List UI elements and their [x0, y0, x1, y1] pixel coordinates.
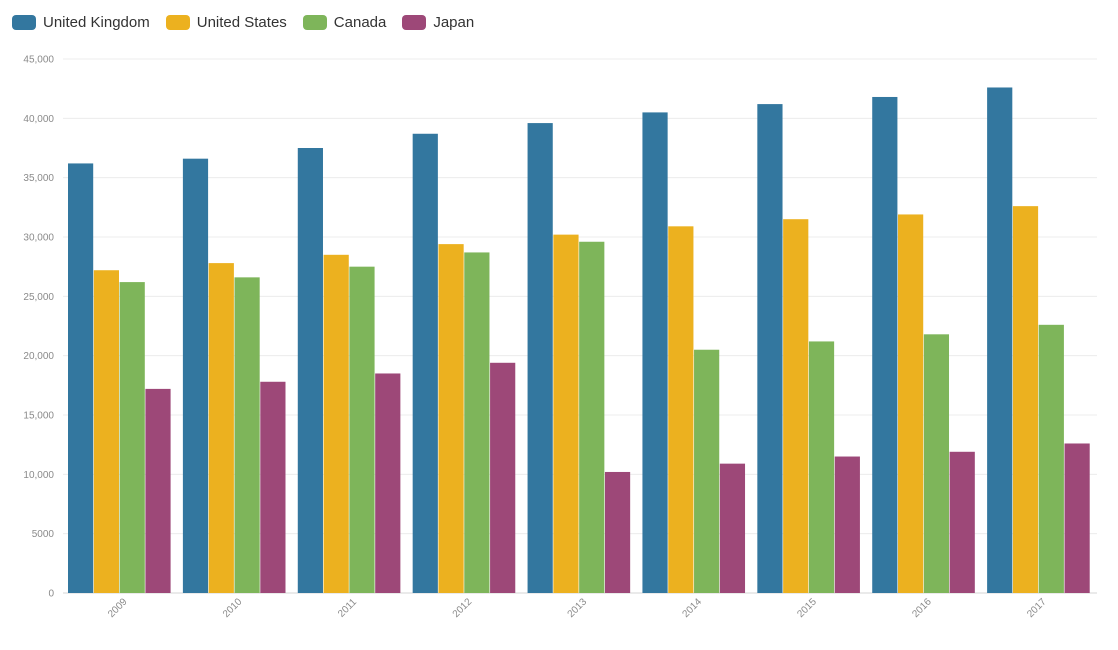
y-tick-label: 25,000 [23, 292, 54, 303]
bar-japan-2009[interactable] [145, 388, 171, 593]
y-tick-label: 35,000 [23, 173, 54, 184]
bar-united-states-2016[interactable] [898, 214, 924, 593]
x-tick-label: 2010 [221, 596, 245, 620]
x-tick-label: 2015 [795, 596, 819, 620]
bar-canada-2010[interactable] [234, 277, 260, 593]
legend-swatch [302, 15, 327, 30]
bar-united-states-2017[interactable] [1012, 206, 1039, 593]
bar-japan-2011[interactable] [375, 373, 401, 593]
x-tick-label: 2016 [910, 596, 934, 620]
bar-united-kingdom-2011[interactable] [297, 148, 323, 593]
bar-japan-2016[interactable] [949, 451, 975, 593]
bar-united-kingdom-2013[interactable] [527, 123, 553, 593]
bar-united-states-2010[interactable] [208, 263, 234, 593]
x-tick-label: 2009 [106, 596, 130, 620]
bar-united-states-2013[interactable] [553, 234, 579, 593]
bar-united-kingdom-2009[interactable] [68, 163, 94, 593]
bar-canada-2011[interactable] [349, 266, 375, 593]
bar-united-kingdom-2012[interactable] [412, 133, 438, 593]
y-tick-label: 30,000 [23, 233, 54, 244]
bar-japan-2010[interactable] [260, 381, 286, 593]
x-tick-label: 2017 [1025, 596, 1049, 620]
bar-japan-2012[interactable] [490, 362, 516, 593]
bar-japan-2013[interactable] [604, 471, 631, 593]
bar-united-states-2015[interactable] [783, 219, 809, 593]
legend-label: United States [196, 14, 287, 31]
legend-label: Canada [333, 14, 387, 31]
bar-united-states-2012[interactable] [438, 244, 464, 593]
bar-united-states-2014[interactable] [668, 226, 694, 593]
x-tick-label: 2012 [451, 596, 475, 620]
bar-united-kingdom-2014[interactable] [642, 112, 668, 594]
bar-united-states-2009[interactable] [93, 270, 119, 593]
bar-united-kingdom-2015[interactable] [757, 104, 783, 593]
legend-swatch [402, 15, 427, 30]
y-tick-label: 45,000 [23, 55, 54, 66]
bar-japan-2017[interactable] [1064, 443, 1090, 593]
bar-canada-2016[interactable] [923, 334, 950, 593]
bar-united-kingdom-2017[interactable] [987, 87, 1013, 593]
y-tick-label: 5000 [32, 529, 55, 540]
legend-item-japan[interactable]: Japan [402, 14, 474, 31]
y-tick-label: 20,000 [23, 351, 54, 362]
bar-united-states-2011[interactable] [323, 254, 349, 594]
x-tick-label: 2014 [681, 596, 705, 620]
bar-canada-2012[interactable] [464, 252, 490, 593]
legend-item-united-states[interactable]: United States [165, 14, 287, 31]
bar-canada-2013[interactable] [579, 241, 605, 593]
x-tick-label: 2011 [336, 596, 359, 619]
legend-item-canada[interactable]: Canada [302, 14, 387, 31]
legend-label: United Kingdom [43, 14, 150, 31]
bar-canada-2014[interactable] [694, 349, 720, 593]
bar-canada-2017[interactable] [1038, 324, 1064, 593]
y-tick-label: 0 [48, 589, 54, 600]
bar-united-kingdom-2010[interactable] [182, 158, 209, 593]
legend-item-united-kingdom[interactable]: United Kingdom [12, 14, 150, 31]
legend-swatch [12, 15, 36, 30]
bar-united-kingdom-2016[interactable] [872, 96, 898, 593]
bar-canada-2015[interactable] [808, 341, 835, 593]
y-tick-label: 10,000 [23, 470, 54, 481]
bar-japan-2015[interactable] [834, 456, 860, 593]
y-tick-label: 15,000 [23, 411, 54, 422]
legend-label: Japan [433, 14, 475, 31]
bar-japan-2014[interactable] [719, 463, 746, 593]
legend-swatch [165, 15, 190, 30]
y-tick-label: 40,000 [23, 114, 54, 125]
bar-canada-2009[interactable] [119, 282, 145, 593]
chart-legend: United Kingdom United States Canada Japan [12, 14, 474, 31]
x-tick-label: 2013 [566, 596, 590, 620]
